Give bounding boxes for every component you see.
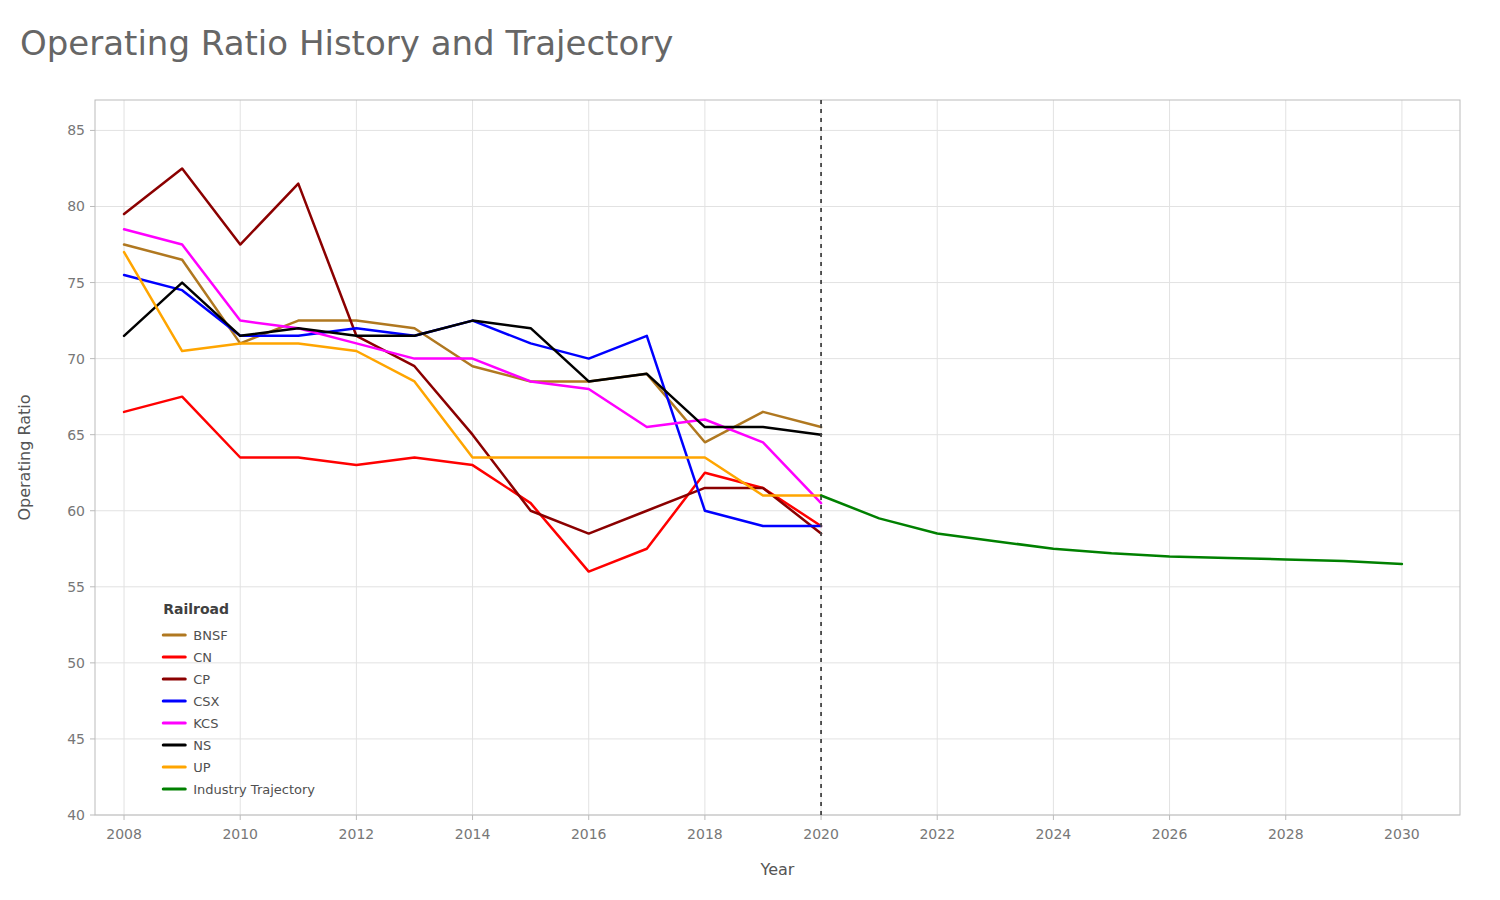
x-tick-label: 2016: [571, 826, 607, 842]
y-tick: [90, 282, 95, 283]
legend-label: NS: [193, 738, 211, 753]
x-grid-line: [1169, 100, 1170, 815]
x-tick-label: 2012: [339, 826, 375, 842]
legend-swatch: [163, 634, 185, 637]
series-line: [124, 283, 821, 435]
y-tick-label: 55: [67, 579, 85, 595]
legend-label: CN: [193, 650, 212, 665]
y-tick: [90, 434, 95, 435]
y-tick: [90, 738, 95, 739]
x-grid-line: [1401, 100, 1402, 815]
y-tick: [90, 130, 95, 131]
y-tick-label: 85: [67, 122, 85, 138]
x-tick: [1401, 815, 1402, 820]
reference-line: [820, 100, 822, 815]
lines: [124, 168, 1402, 571]
y-grid-line: [95, 282, 1460, 283]
x-tick: [1053, 815, 1054, 820]
legend-label: Industry Trajectory: [193, 782, 315, 797]
series-line: [124, 252, 821, 495]
x-tick-label: 2014: [455, 826, 491, 842]
x-tick-label: 2024: [1036, 826, 1072, 842]
x-axis-label: Year: [760, 860, 795, 879]
series-line: [124, 275, 821, 526]
x-grid-line: [124, 100, 125, 815]
y-tick: [90, 510, 95, 511]
legend-label: CSX: [193, 694, 219, 709]
x-tick: [821, 815, 822, 820]
y-grid-line: [95, 662, 1460, 663]
x-tick-label: 2018: [687, 826, 723, 842]
y-tick-label: 65: [67, 427, 85, 443]
x-tick: [472, 815, 473, 820]
legend-swatch: [163, 766, 185, 769]
y-grid-line: [95, 358, 1460, 359]
y-tick-label: 80: [67, 198, 85, 214]
y-tick: [90, 206, 95, 207]
legend-label: BNSF: [193, 628, 227, 643]
x-grid-line: [821, 100, 822, 815]
x-tick-label: 2008: [106, 826, 142, 842]
y-grid-line: [95, 206, 1460, 207]
legend-swatch: [163, 722, 185, 725]
x-tick: [124, 815, 125, 820]
x-tick: [1169, 815, 1170, 820]
y-tick-label: 45: [67, 731, 85, 747]
x-tick-label: 2030: [1384, 826, 1420, 842]
y-tick-label: 60: [67, 503, 85, 519]
x-grid-line: [1053, 100, 1054, 815]
y-tick-label: 50: [67, 655, 85, 671]
y-tick: [90, 358, 95, 359]
x-tick-label: 2022: [919, 826, 955, 842]
y-tick: [90, 815, 95, 816]
x-tick-label: 2010: [222, 826, 258, 842]
x-tick: [1285, 815, 1286, 820]
legend-swatch: [163, 744, 185, 747]
y-tick-label: 75: [67, 275, 85, 291]
grid: [95, 100, 1460, 815]
plot-frame: [95, 100, 1460, 815]
series-line: [124, 229, 821, 503]
x-tick-label: 2020: [803, 826, 839, 842]
series-line: [124, 245, 821, 443]
x-tick: [937, 815, 938, 820]
legend-swatch: [163, 678, 185, 681]
x-ticks: 2008 2010 2012 2014 2016 2018 2020 2022 2024 2026…: [106, 815, 1420, 842]
y-grid-line: [95, 738, 1460, 739]
y-tick-label: 40: [67, 807, 85, 823]
x-tick-label: 2028: [1268, 826, 1304, 842]
x-grid-line: [1285, 100, 1286, 815]
x-grid-line: [356, 100, 357, 815]
x-tick: [240, 815, 241, 820]
y-tick: [90, 662, 95, 663]
chart-title: Operating Ratio History and Trajectory: [20, 23, 673, 63]
y-grid-line: [95, 434, 1460, 435]
y-grid-line: [95, 130, 1460, 131]
x-tick: [704, 815, 705, 820]
y-ticks: 40 45 50 55 60 65 70 75 80 85: [67, 122, 95, 823]
x-grid-line: [937, 100, 938, 815]
legend-label: UP: [193, 760, 211, 775]
y-axis-label: Operating Ratio: [15, 394, 34, 520]
y-grid-line: [95, 510, 1460, 511]
legend-title: Railroad: [163, 601, 229, 617]
legend-swatch: [163, 700, 185, 703]
legend-label: CP: [193, 672, 210, 687]
x-tick: [356, 815, 357, 820]
y-tick: [90, 586, 95, 587]
legend-swatch: [163, 788, 185, 791]
series-line: [124, 168, 821, 533]
legend: Railroad BNSF CN CP CSX KCS NS UP Industry Traje…: [163, 601, 315, 797]
x-tick: [588, 815, 589, 820]
legend-swatch: [163, 656, 185, 659]
y-grid-line: [95, 586, 1460, 587]
chart: 2008 2010 2012 2014 2016 2018 2020 2022 2024 2026…: [0, 0, 1500, 900]
y-tick-label: 70: [67, 351, 85, 367]
legend-label: KCS: [193, 716, 218, 731]
x-tick-label: 2026: [1152, 826, 1188, 842]
series-line: [821, 496, 1402, 564]
